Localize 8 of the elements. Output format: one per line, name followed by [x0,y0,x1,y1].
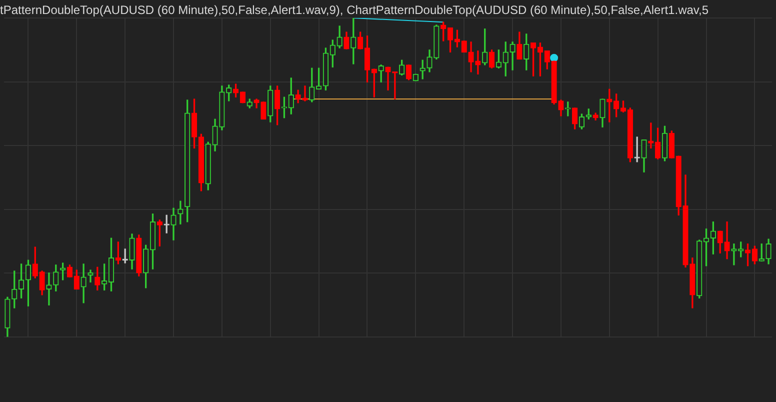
candlestick [178,200,184,224]
candlestick [46,272,52,306]
candlestick [302,86,308,102]
candlestick [475,50,481,74]
candlestick [385,66,391,90]
chart-title: tPatternDoubleTop(AUDUSD (60 Minute),50,False,Alert1.wav,9), ChartPatternDoubleTop(AUDUSD (60 Minute),50,False,Alert1.wav,5 [0,3,709,17]
candlestick [88,270,94,282]
candlestick [724,222,730,260]
